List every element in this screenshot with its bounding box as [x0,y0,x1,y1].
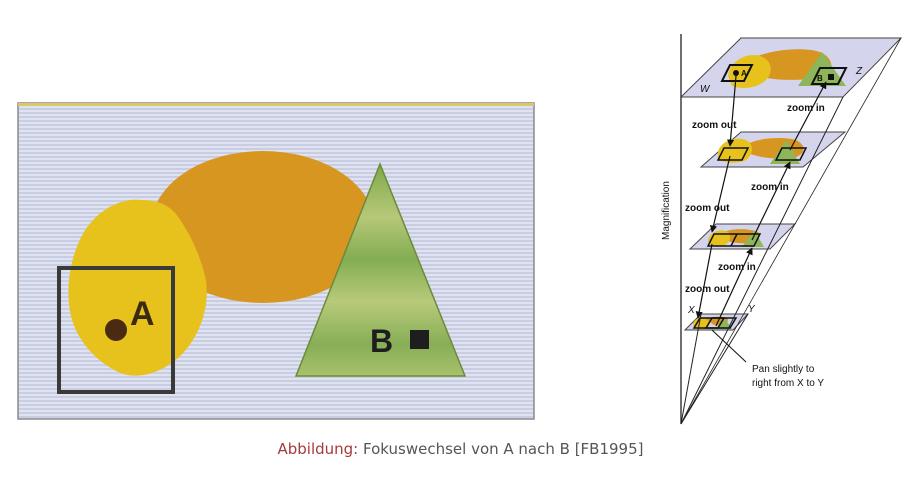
zoom-out-arrow-3 [695,243,713,319]
plane-3-frame [706,233,762,247]
zoom-in-arrow-1 [715,247,753,327]
zoom-out-arrow-2 [709,155,731,233]
plane-bottom-yellow [693,317,711,330]
point-a-dot [105,319,127,341]
zoom-in-arrow-2 [751,161,791,241]
zoom-out-label-1: zoom out [692,120,737,131]
green-triangle [294,161,467,377]
zoom-out-label-3: zoom out [685,284,730,295]
plane-bottom-label-y: Y [748,304,756,315]
orange-ellipse [151,151,375,303]
plane-top-label-z: Z [855,66,863,77]
zoom-in-label-1: zoom in [787,103,825,114]
plane-top-label-b: B [817,74,823,83]
plane-top-label-a: A [741,69,747,78]
zoom-in-label-3: zoom in [718,262,756,273]
focus-rectangle [57,266,175,394]
pan-pointer-line [711,329,747,363]
label-a: A [130,295,155,333]
zoom-out-label-2: zoom out [685,203,730,214]
caption-label: Abbildung: [277,440,359,458]
magnification-label: Magnification [661,181,672,240]
figure-caption: Abbildung: Fokuswechsel von A nach B [FB… [0,440,921,458]
label-b: B [370,323,393,359]
plane-bottom-label-x: X [687,305,695,316]
plane-bottom-frame-y [704,317,738,329]
zoom-out-arrow-1 [726,75,737,147]
pan-annotation-line1: Pan slightly to [752,364,815,375]
point-b-square [410,330,429,349]
plane-2-frame-left [716,147,750,161]
zoom-in-label-2: zoom in [751,182,789,193]
plane-2-frame-right [774,147,808,161]
plane-top-dot-a [733,70,739,76]
caption-text: Fokuswechsel von A nach B [FB1995] [363,440,644,458]
focus-diagram: A B [17,102,535,420]
zoom-pan-diagram: Magnification A B W Z X [661,34,903,425]
focus-frame-z [810,67,848,85]
plane-top-label-w: W [700,84,711,95]
zoom-in-arrow-3 [789,81,827,151]
plane-top-square-b [828,74,834,80]
pan-annotation-line2: right from X to Y [752,378,824,389]
focus-frame-w [720,64,754,82]
